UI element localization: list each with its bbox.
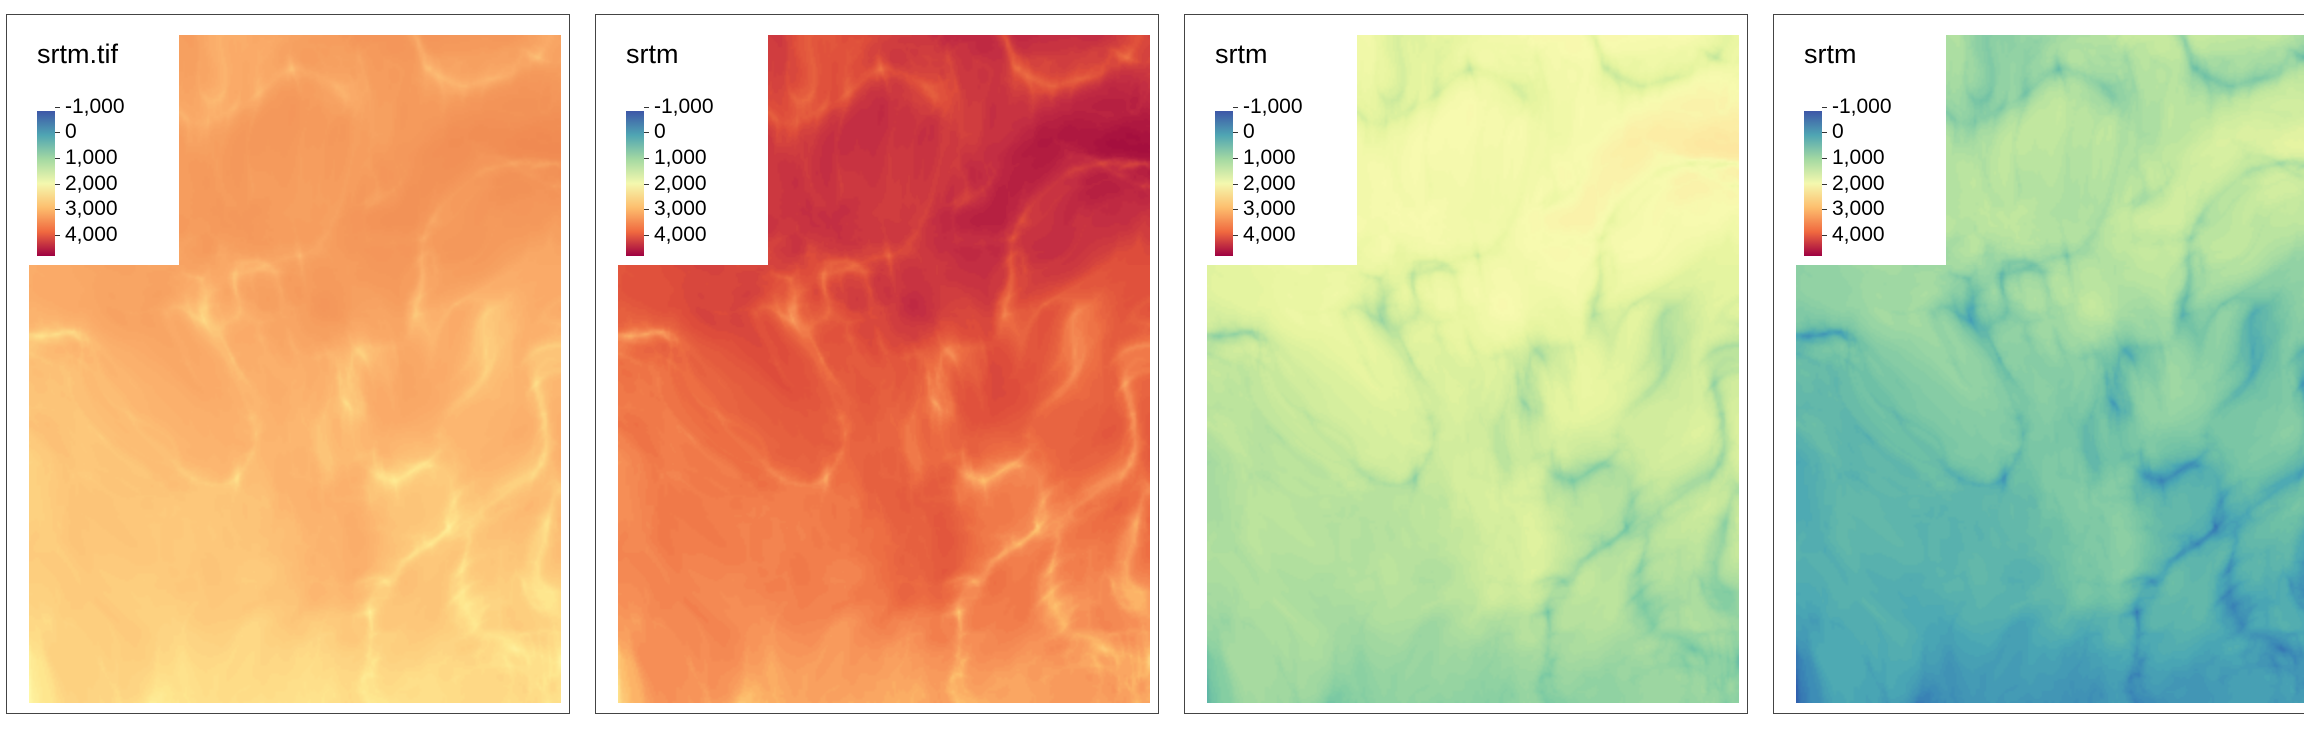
legend-tick: [1233, 107, 1238, 108]
legend-tick: [55, 209, 60, 210]
legend-label: -1,000: [65, 95, 125, 118]
legend-tick: [1822, 158, 1827, 159]
legend-label: -1,000: [1243, 95, 1303, 118]
map-panel-4: srtm -1,000 0 1,000 2,000 3,000 4,000: [1773, 14, 2304, 714]
legend-tick: [1233, 209, 1238, 210]
map-panel-3: srtm -1,000 0 1,000 2,000 3,000 4,000: [1184, 14, 1748, 714]
map-legend: srtm.tif -1,000 0 1,000 2,000 3,000 4,000: [29, 35, 179, 265]
map-legend: srtm -1,000 0 1,000 2,000 3,000 4,000: [1796, 35, 1946, 265]
legend-label: 3,000: [654, 197, 707, 220]
legend-label: 1,000: [65, 146, 118, 169]
legend-tick: [644, 158, 649, 159]
legend-label: 2,000: [1832, 172, 1885, 195]
legend-label: 3,000: [1832, 197, 1885, 220]
legend-label: -1,000: [654, 95, 714, 118]
legend-tick: [1233, 184, 1238, 185]
legend-tick: [644, 107, 649, 108]
map-legend: srtm -1,000 0 1,000 2,000 3,000 4,000: [618, 35, 768, 265]
legend-label: 1,000: [654, 146, 707, 169]
legend-tick: [1822, 107, 1827, 108]
legend-tick: [644, 184, 649, 185]
legend-label: 4,000: [1243, 223, 1296, 246]
legend-label: 2,000: [1243, 172, 1296, 195]
legend-title: srtm: [1215, 39, 1268, 69]
legend-tick: [1233, 158, 1238, 159]
legend-color-bar: [37, 111, 55, 256]
legend-label: 0: [65, 120, 77, 143]
legend-label: 1,000: [1832, 146, 1885, 169]
legend-label: 1,000: [1243, 146, 1296, 169]
legend-tick: [55, 184, 60, 185]
legend-title: srtm.tif: [37, 39, 118, 69]
legend-tick: [1822, 209, 1827, 210]
legend-title: srtm: [1804, 39, 1857, 69]
legend-tick: [1822, 132, 1827, 133]
legend-label: 0: [1243, 120, 1255, 143]
map-legend: srtm -1,000 0 1,000 2,000 3,000 4,000: [1207, 35, 1357, 265]
map-panel-2: srtm -1,000 0 1,000 2,000 3,000 4,000: [595, 14, 1159, 714]
legend-label: 4,000: [1832, 223, 1885, 246]
legend-color-bar: [1215, 111, 1233, 256]
legend-tick: [644, 209, 649, 210]
legend-tick: [55, 158, 60, 159]
legend-label: 4,000: [65, 223, 118, 246]
map-panel-1: srtm.tif -1,000 0 1,000 2,000 3,000 4,000: [6, 14, 570, 714]
legend-label: 3,000: [1243, 197, 1296, 220]
legend-label: 3,000: [65, 197, 118, 220]
legend-tick: [55, 107, 60, 108]
legend-tick: [55, 235, 60, 236]
legend-label: 2,000: [654, 172, 707, 195]
legend-color-bar: [1804, 111, 1822, 256]
legend-tick: [1233, 132, 1238, 133]
legend-color-bar: [626, 111, 644, 256]
legend-tick: [644, 132, 649, 133]
legend-label: 2,000: [65, 172, 118, 195]
legend-label: 0: [1832, 120, 1844, 143]
legend-label: 0: [654, 120, 666, 143]
legend-tick: [1822, 184, 1827, 185]
legend-label: -1,000: [1832, 95, 1892, 118]
legend-tick: [1233, 235, 1238, 236]
legend-tick: [1822, 235, 1827, 236]
legend-title: srtm: [626, 39, 679, 69]
legend-tick: [55, 132, 60, 133]
legend-label: 4,000: [654, 223, 707, 246]
legend-tick: [644, 235, 649, 236]
